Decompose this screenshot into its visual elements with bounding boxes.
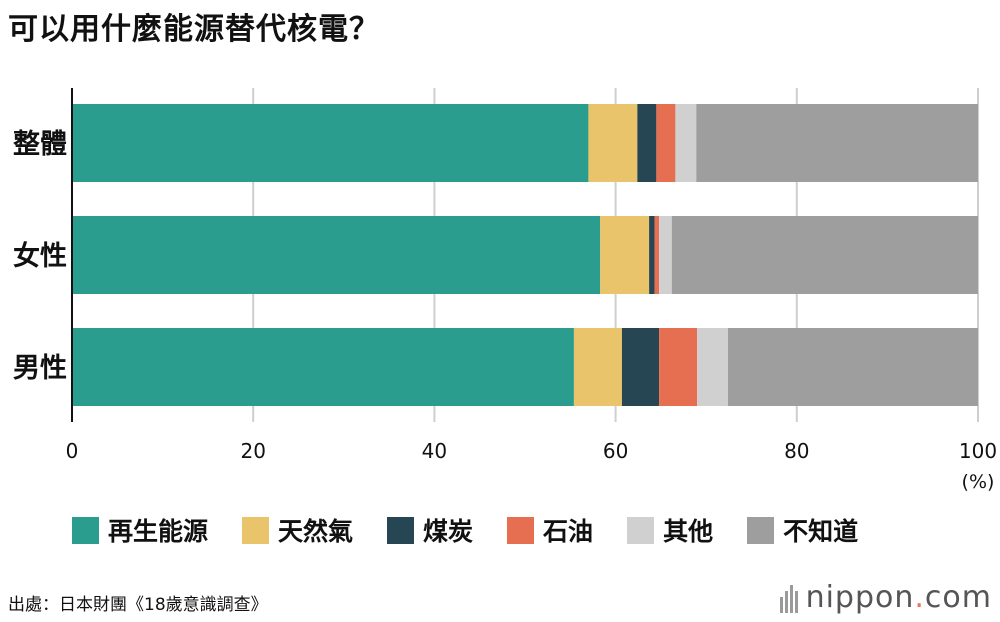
legend-item: 再生能源 (72, 512, 208, 548)
legend-label: 不知道 (783, 517, 859, 546)
source-note: 出處：日本財團《18歲意識調查》 (8, 595, 268, 615)
legend-label: 其他 (663, 517, 714, 546)
category-label: 整體 (13, 129, 67, 160)
category-label: 男性 (13, 353, 67, 384)
bar-segment (573, 328, 622, 406)
legend-item: 天然氣 (242, 512, 353, 548)
nippon-logo: nippon.com (779, 580, 992, 615)
x-tick-label: 60 (603, 439, 628, 463)
x-tick-label: 80 (784, 439, 809, 463)
bar-segment (671, 216, 978, 294)
legend-item: 其他 (627, 512, 713, 548)
bar-segment (659, 216, 672, 294)
legend-item: 石油 (507, 512, 593, 548)
legend-swatch (387, 516, 415, 544)
chart-title: 可以用什麼能源替代核電？ (8, 12, 380, 47)
legend-swatch (627, 516, 655, 544)
x-tick-label: 20 (240, 439, 265, 463)
bar-segment (588, 104, 638, 182)
bar-segment (659, 328, 698, 406)
legend-label: 煤炭 (423, 517, 474, 546)
logo-mark-icon (779, 583, 800, 613)
bar-segment (637, 104, 657, 182)
bar-segment (696, 104, 978, 182)
legend-swatch (507, 516, 535, 544)
legend-swatch (72, 516, 99, 544)
bar-segment (649, 216, 655, 294)
legend-swatch (242, 516, 270, 544)
x-axis-unit: (%) (962, 471, 995, 493)
legend-item: 不知道 (747, 512, 858, 548)
logo-text: nippon.com (805, 580, 992, 615)
bar-segment (675, 104, 697, 182)
bar-segment (72, 216, 601, 294)
bar-segment (600, 216, 650, 294)
legend-label: 天然氣 (278, 517, 354, 546)
bar-segment (621, 328, 660, 406)
legend-label: 再生能源 (108, 517, 209, 546)
bar-segment (72, 104, 589, 182)
legend-label: 石油 (543, 517, 594, 546)
x-tick-label: 40 (422, 439, 447, 463)
bar-segment (72, 328, 574, 406)
bar-segment (654, 216, 660, 294)
x-tick-label: 100 (959, 439, 997, 463)
category-label: 女性 (13, 240, 67, 272)
x-tick-label: 0 (66, 439, 79, 463)
legend-item: 煤炭 (387, 512, 473, 548)
legend: 再生能源 天然氣 煤炭 石油 其他 不知道 (72, 512, 892, 548)
bar-segment (697, 328, 728, 406)
bar-segment (656, 104, 676, 182)
legend-swatch (747, 516, 775, 544)
bar-segment (727, 328, 978, 406)
